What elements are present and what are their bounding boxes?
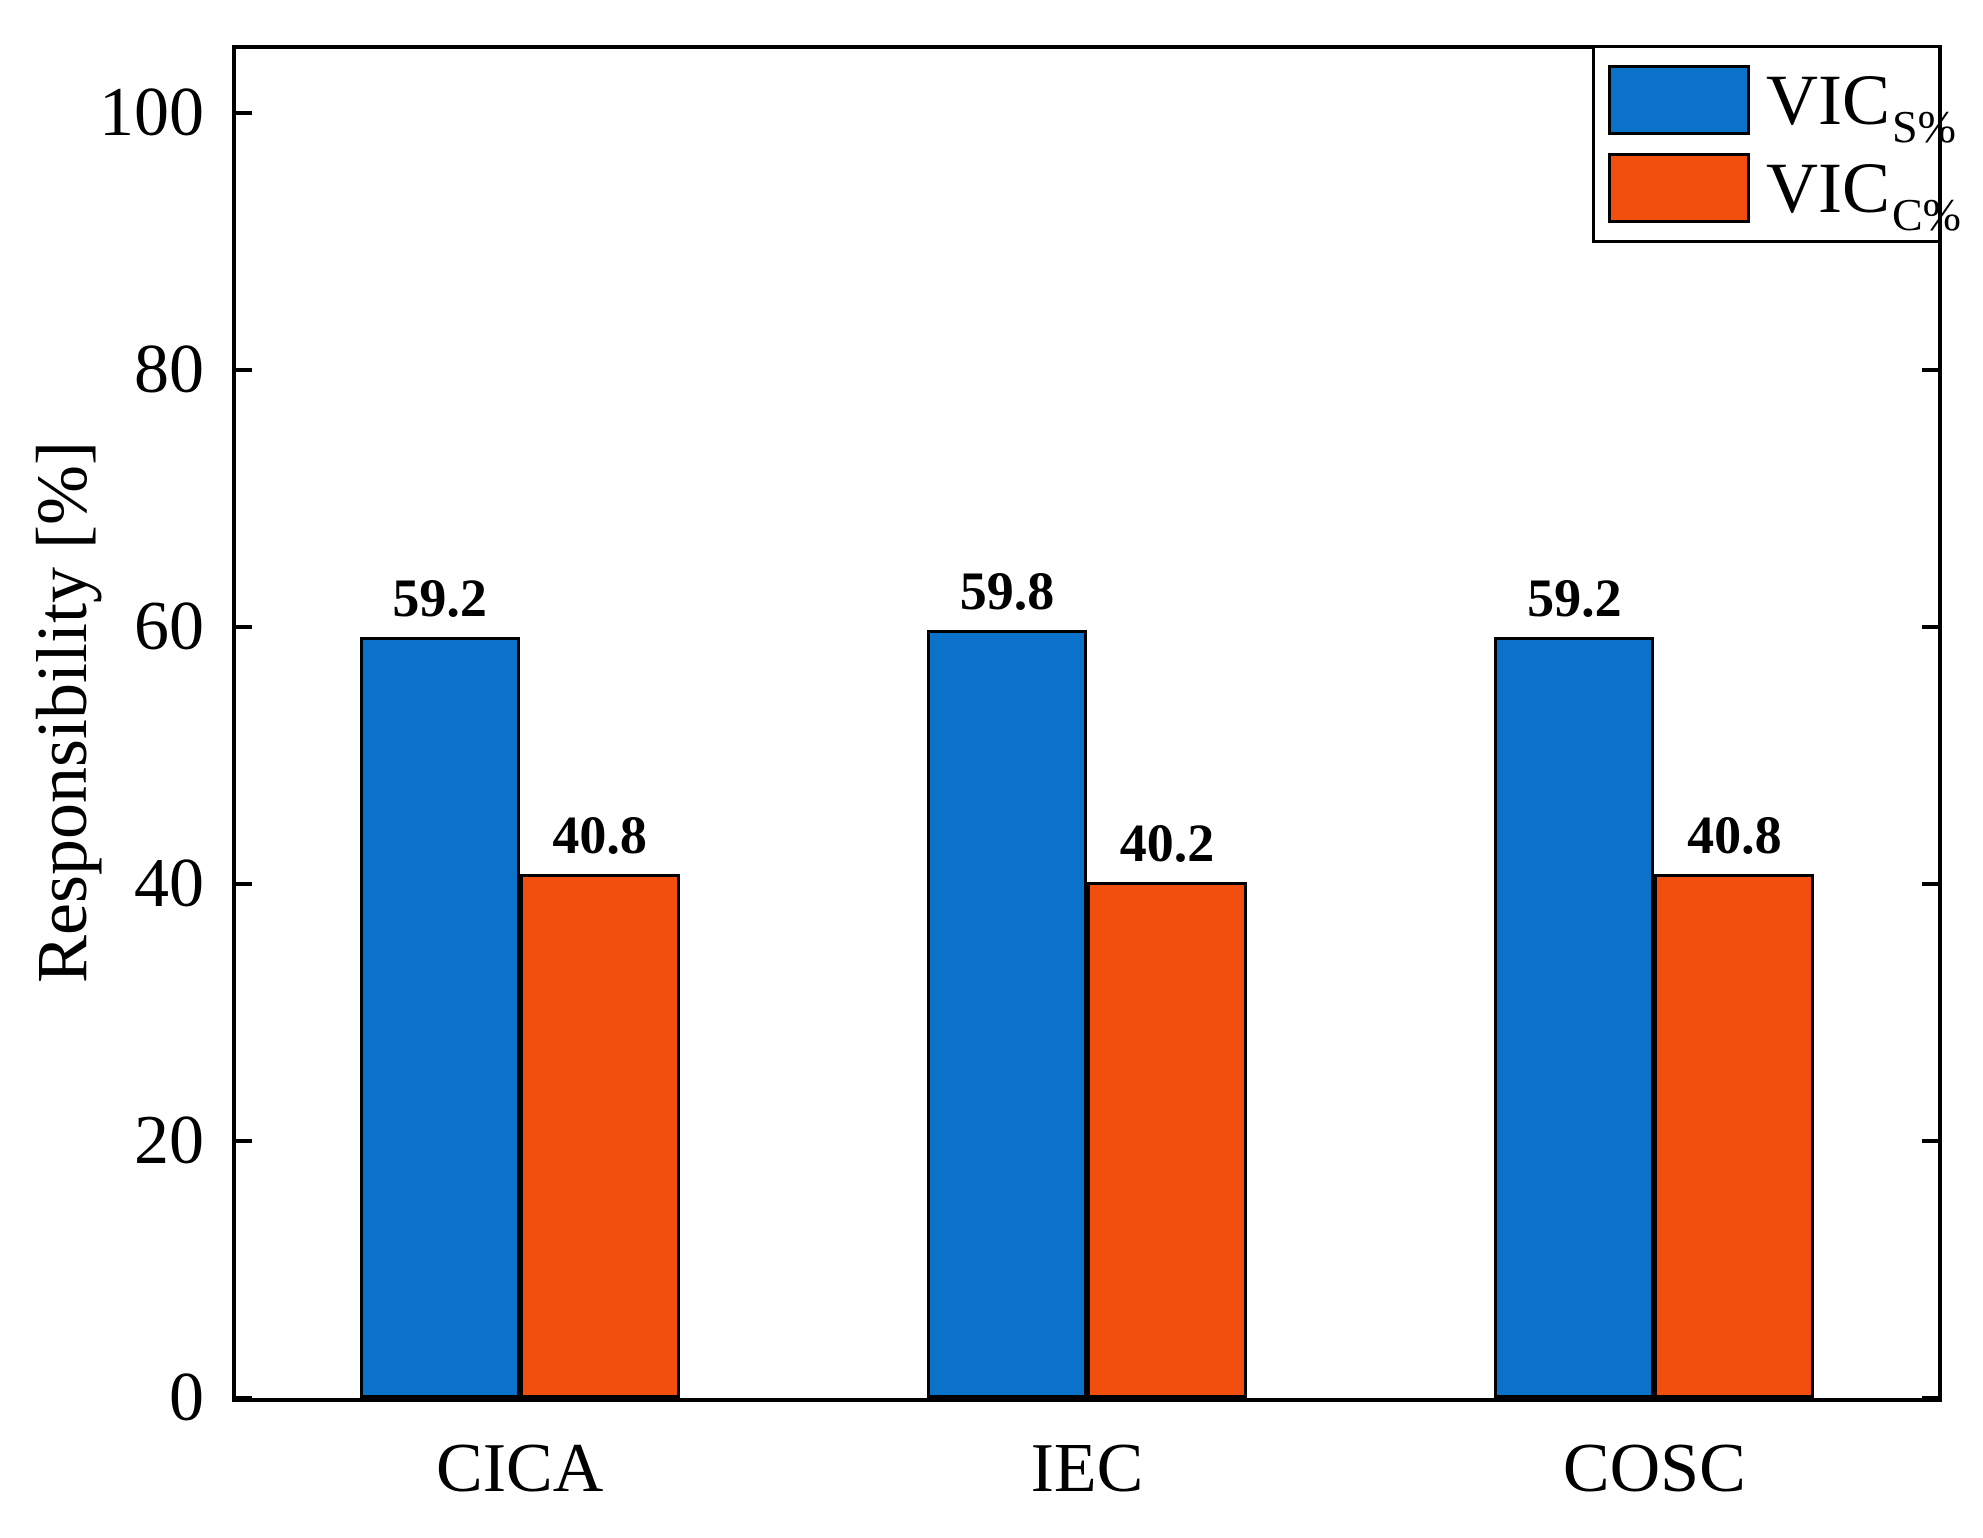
x-category-label-cica: CICA [436, 1430, 604, 1507]
y-tick-mark [1922, 368, 1938, 373]
y-tick-mark [236, 1396, 252, 1400]
y-tick-mark [236, 625, 252, 630]
y-tick-label: 20 [134, 1102, 204, 1180]
legend: VICS% VICC% [1592, 45, 1961, 243]
bar-vic-s--cosc [1494, 637, 1655, 1398]
y-tick-label: 40 [134, 845, 204, 923]
y-axis-title: Responsibility [%] [22, 441, 102, 983]
bar-vic-s--iec [927, 629, 1087, 1398]
bar-value-label: 40.2 [1119, 812, 1215, 873]
x-category-label-iec: IEC [1030, 1430, 1144, 1507]
bar-vic-s--cica [359, 637, 520, 1398]
legend-row: VICS% [1608, 64, 1956, 150]
bar-vic-c--cica [519, 873, 680, 1398]
bar-value-label: 40.8 [552, 804, 647, 865]
y-tick-mark [1922, 625, 1938, 630]
y-tick-mark [1922, 882, 1938, 887]
y-tick-mark [236, 1139, 252, 1144]
x-axis-labels: CICA IEC COSC [236, 1434, 1938, 1524]
y-tick-mark [236, 882, 252, 887]
legend-label-vic-c: VICC% [1766, 148, 1961, 240]
bar-value-label: 59.2 [1527, 568, 1622, 629]
bar-value-label: 59.8 [959, 560, 1055, 621]
y-tick-label: 80 [134, 331, 204, 409]
y-tick-label: 60 [134, 588, 204, 666]
legend-label-vic-s: VICS% [1766, 60, 1956, 152]
bar-value-label: 59.2 [392, 568, 487, 629]
bar-vic-c--iec [1087, 881, 1247, 1398]
x-category-label-cosc: COSC [1562, 1430, 1746, 1507]
y-tick-mark [1922, 1396, 1938, 1400]
plot-area: 0 20 40 60 80 100 59.2 40.8 59.8 40.2 59.2 40.8 [99, 45, 1942, 1433]
y-tick-mark [236, 368, 252, 373]
legend-swatch-vic-s [1608, 65, 1750, 135]
y-tick-label: 100 [99, 74, 204, 152]
bar-value-label: 40.8 [1687, 804, 1782, 865]
y-tick-mark [236, 111, 252, 116]
y-tick-mark [1922, 1139, 1938, 1144]
y-tick-label: 0 [169, 1359, 204, 1436]
bar-vic-c--cosc [1654, 873, 1815, 1398]
legend-swatch-vic-c [1608, 153, 1750, 223]
legend-row: VICC% [1608, 152, 1961, 238]
